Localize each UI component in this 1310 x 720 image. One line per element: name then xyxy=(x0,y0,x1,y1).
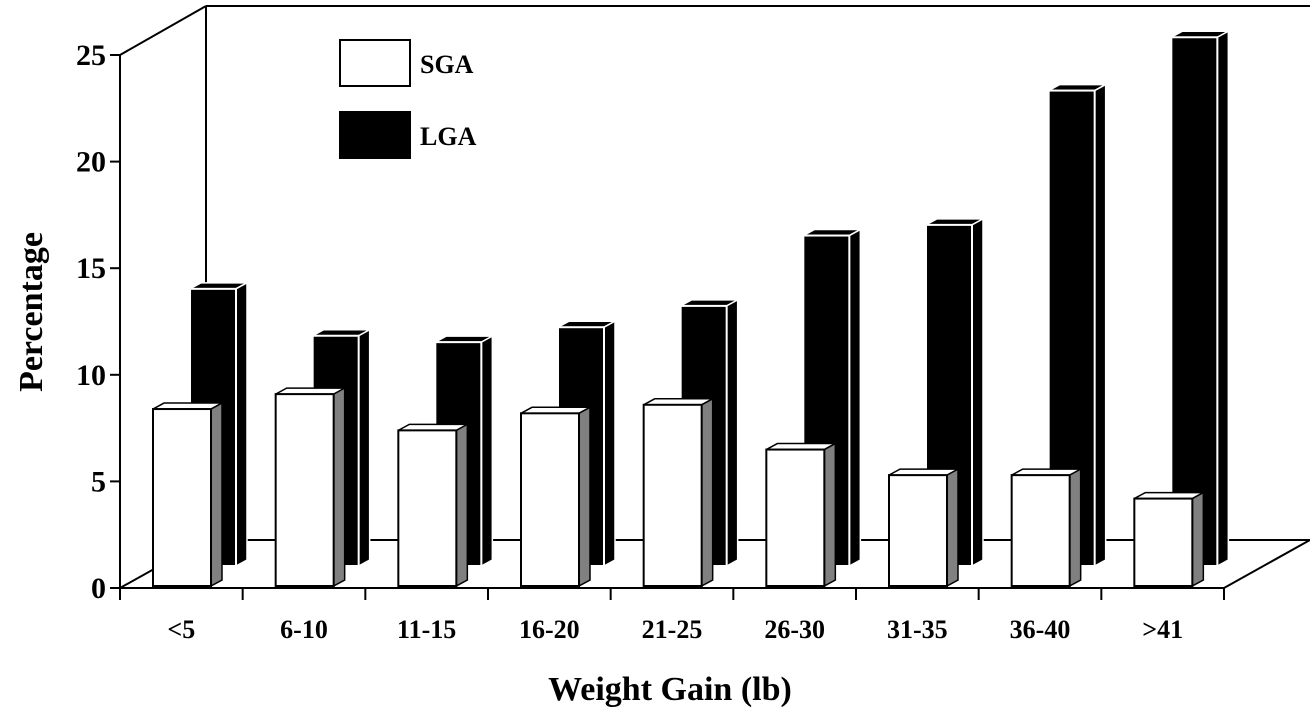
x-tick-label: 16-20 xyxy=(519,615,580,644)
bar-lga-8 xyxy=(1170,30,1230,568)
bar-sga-8 xyxy=(1133,491,1205,588)
bar-sga-4 xyxy=(642,397,714,588)
x-tick-label: 31-35 xyxy=(887,615,948,644)
y-axis-label: Percentage xyxy=(13,232,50,392)
bar-sga-2 xyxy=(397,423,469,588)
chart-frame xyxy=(119,5,1310,589)
y-tick-label: 5 xyxy=(91,465,106,498)
bar-sga-7 xyxy=(1010,467,1082,588)
bar-sga-0 xyxy=(152,401,223,588)
legend-label-sga: SGA xyxy=(420,50,474,79)
y-axis: 0 5 10 15 20 25 xyxy=(76,39,120,605)
x-tick-label: 26-30 xyxy=(764,615,825,644)
x-tick-label: 36-40 xyxy=(1010,615,1071,644)
x-tick-label: >41 xyxy=(1142,615,1183,644)
x-tick-label: 11-15 xyxy=(397,615,456,644)
y-tick-label: 0 xyxy=(91,572,106,605)
y-tick-label: 15 xyxy=(76,252,106,285)
y-tick-label: 25 xyxy=(76,39,106,72)
x-tick-label: 21-25 xyxy=(642,615,703,644)
x-tick-label: <5 xyxy=(167,615,195,644)
x-axis-label: Weight Gain (lb) xyxy=(548,671,792,708)
bar-sga-1 xyxy=(274,386,346,588)
bar-sga-3 xyxy=(520,406,591,588)
left-wall-top-edge xyxy=(119,5,207,56)
y-tick-label: 20 xyxy=(76,146,106,179)
bars xyxy=(152,30,1230,588)
legend-swatch-lga xyxy=(339,111,411,159)
floor-right-edge xyxy=(1223,539,1310,589)
x-tick-label: 6-10 xyxy=(280,615,328,644)
bar-sga-5 xyxy=(765,442,837,588)
y-tick-label: 10 xyxy=(76,359,106,392)
legend-swatch-sga xyxy=(339,39,411,87)
x-axis: <5 6-10 11-15 16-20 21-25 26-30 31-35 36-40 >41 xyxy=(119,588,1225,644)
legend-label-lga: LGA xyxy=(420,122,477,151)
legend: SGA LGA xyxy=(339,39,477,159)
bar-sga-6 xyxy=(888,467,959,588)
